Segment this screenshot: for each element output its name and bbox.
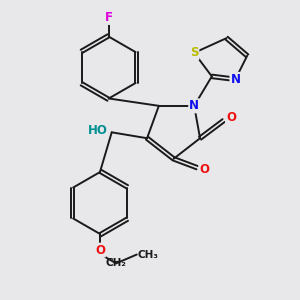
- Text: F: F: [105, 11, 113, 24]
- Text: S: S: [190, 46, 198, 59]
- Text: O: O: [200, 163, 209, 176]
- Text: O: O: [95, 244, 105, 256]
- Text: HO: HO: [87, 124, 107, 137]
- Text: CH₃: CH₃: [137, 250, 158, 260]
- Text: N: N: [189, 99, 199, 112]
- Text: O: O: [226, 111, 236, 124]
- Text: N: N: [230, 73, 240, 86]
- Text: CH₂: CH₂: [106, 258, 127, 268]
